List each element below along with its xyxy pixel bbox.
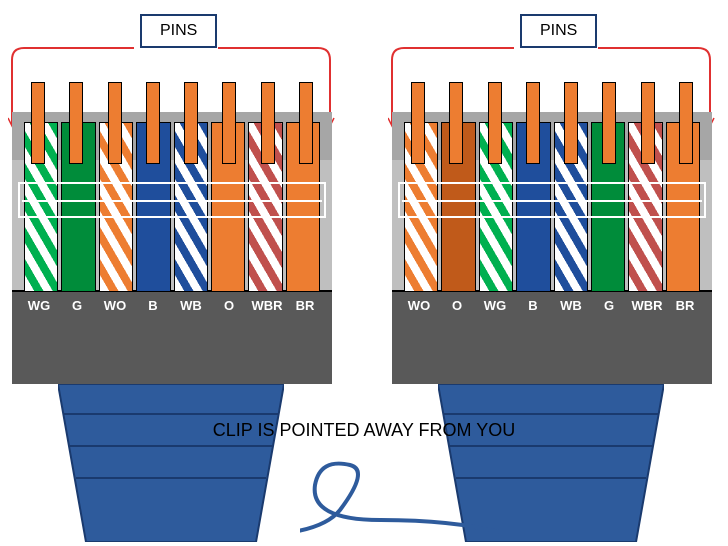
wire-label: O	[210, 298, 248, 313]
pin	[299, 82, 313, 164]
wire-label: G	[590, 298, 628, 313]
wire-labels: WOOWGBWBGWBRBR	[400, 298, 704, 313]
pin	[222, 82, 236, 164]
wire-label: G	[58, 298, 96, 313]
pin	[146, 82, 160, 164]
wire-label: WB	[172, 298, 210, 313]
pin-row	[410, 82, 694, 162]
wire-label: B	[134, 298, 172, 313]
wire-label: WG	[476, 298, 514, 313]
wire-label: WO	[400, 298, 438, 313]
pin	[411, 82, 425, 164]
wire-label: WBR	[628, 298, 666, 313]
boot-left	[58, 384, 284, 542]
wire-label: O	[438, 298, 476, 313]
wire-label: WBR	[248, 298, 286, 313]
pin	[31, 82, 45, 164]
pins-label-right: PINS	[520, 14, 597, 48]
pin	[526, 82, 540, 164]
wire-label: BR	[666, 298, 704, 313]
wire-labels: WGGWOBWBOWBRBR	[20, 298, 324, 313]
pin-row	[30, 82, 314, 162]
pin	[184, 82, 198, 164]
connector-left: WGGWOBWBOWBRBR	[12, 112, 332, 384]
connector-right: WOOWGBWBGWBRBR	[392, 112, 712, 384]
wire-label: WG	[20, 298, 58, 313]
wire-label: BR	[286, 298, 324, 313]
pin	[602, 82, 616, 164]
guide-bar	[18, 182, 326, 218]
wire-label: WB	[552, 298, 590, 313]
cable-loop	[300, 450, 500, 540]
wire-label: B	[514, 298, 552, 313]
pin	[449, 82, 463, 164]
wire-label: WO	[96, 298, 134, 313]
pin	[261, 82, 275, 164]
pin	[108, 82, 122, 164]
pin	[69, 82, 83, 164]
clip-text: CLIP IS POINTED AWAY FROM YOU	[0, 420, 728, 441]
pins-label-left: PINS	[140, 14, 217, 48]
pin	[679, 82, 693, 164]
pin	[641, 82, 655, 164]
pin	[564, 82, 578, 164]
guide-bar	[398, 182, 706, 218]
pin	[488, 82, 502, 164]
